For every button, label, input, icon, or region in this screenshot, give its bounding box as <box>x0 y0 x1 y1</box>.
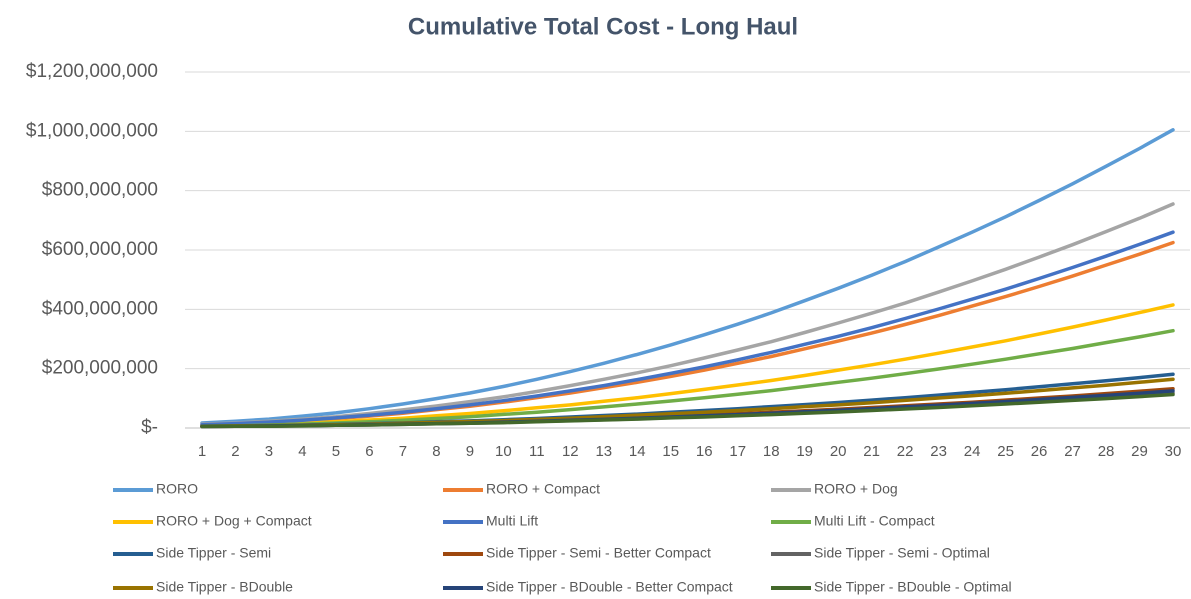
legend-label: Multi Lift <box>486 513 538 529</box>
x-tick-label: 28 <box>1098 443 1115 460</box>
x-tick-label: 25 <box>997 443 1014 460</box>
x-tick-label: 12 <box>562 443 579 460</box>
x-tick-label: 9 <box>466 443 474 460</box>
legend-label: Side Tipper - Semi <box>156 545 271 561</box>
legend-label: RORO + Dog + Compact <box>156 513 312 529</box>
series-line <box>200 392 1175 429</box>
y-tick-label: $1,000,000,000 <box>26 120 158 141</box>
y-tick-label: $1,200,000,000 <box>26 61 158 82</box>
x-tick-label: 16 <box>696 443 713 460</box>
x-tick-label: 17 <box>729 443 746 460</box>
x-tick-label: 11 <box>529 443 545 460</box>
legend-label: RORO + Compact <box>486 481 600 497</box>
x-tick-label: 21 <box>863 443 880 460</box>
x-tick-label: 22 <box>897 443 914 460</box>
x-tick-label: 27 <box>1064 443 1081 460</box>
x-tick-label: 26 <box>1031 443 1048 460</box>
y-tick-label: $600,000,000 <box>42 239 158 260</box>
x-tick-label: 20 <box>830 443 847 460</box>
series-line <box>200 128 1175 425</box>
legend-label: RORO + Dog <box>814 481 898 497</box>
legend-label: Side Tipper - Semi - Optimal <box>814 545 990 561</box>
x-tick-label: 13 <box>595 443 612 460</box>
x-tick-label: 2 <box>231 443 239 460</box>
x-tick-label: 7 <box>399 443 407 460</box>
x-tick-label: 5 <box>332 443 340 460</box>
legend-label: Side Tipper - BDouble - Better Compact <box>486 579 733 595</box>
legend-label: Side Tipper - BDouble - Optimal <box>814 579 1012 595</box>
legend-label: Side Tipper - Semi - Better Compact <box>486 545 711 561</box>
y-tick-label: $- <box>141 417 158 438</box>
x-tick-label: 18 <box>763 443 780 460</box>
x-tick-label: 24 <box>964 443 981 460</box>
x-tick-label: 1 <box>198 443 206 460</box>
x-tick-label: 4 <box>298 443 306 460</box>
y-tick-label: $800,000,000 <box>42 180 158 201</box>
legend-label: Multi Lift - Compact <box>814 513 935 529</box>
legend-label: Side Tipper - BDouble <box>156 579 293 595</box>
legend-label: RORO <box>156 481 198 497</box>
y-tick-label: $400,000,000 <box>42 298 158 319</box>
chart-title: Cumulative Total Cost - Long Haul <box>408 13 798 40</box>
x-tick-label: 15 <box>662 443 679 460</box>
x-tick-label: 8 <box>432 443 440 460</box>
x-tick-label: 14 <box>629 443 646 460</box>
x-tick-label: 6 <box>365 443 373 460</box>
series-line <box>200 230 1175 427</box>
x-tick-label: 30 <box>1165 443 1182 460</box>
x-tick-label: 19 <box>796 443 813 460</box>
y-tick-label: $200,000,000 <box>42 358 158 379</box>
x-tick-label: 3 <box>265 443 273 460</box>
series-line <box>200 303 1175 428</box>
x-tick-label: 23 <box>930 443 947 460</box>
x-tick-label: 10 <box>495 443 512 460</box>
x-tick-label: 29 <box>1131 443 1148 460</box>
